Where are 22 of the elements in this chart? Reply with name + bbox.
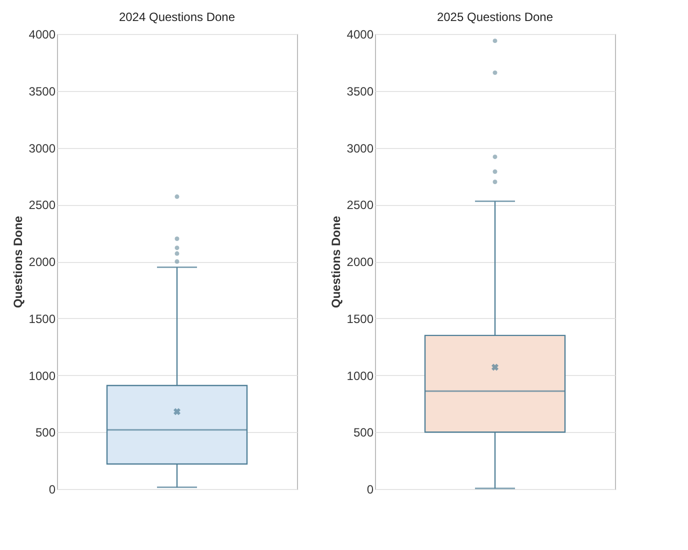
y-tick-label: 3500 xyxy=(346,84,374,98)
y-tick-label: 0 xyxy=(366,482,374,496)
chart-title: 2025 Questions Done xyxy=(436,10,554,24)
y-tick-label: 3500 xyxy=(28,84,56,98)
y-tick-label: 1500 xyxy=(28,312,56,326)
y-tick-label: 2500 xyxy=(346,198,374,212)
y-axis-title: Questions Done xyxy=(10,216,25,308)
y-tick-label: 0 xyxy=(48,482,56,496)
y-tick-label: 1000 xyxy=(28,368,56,383)
y-tick-label: 2000 xyxy=(28,255,56,269)
chart-title: 2024 Questions Done xyxy=(118,10,236,24)
y-tick-label: 3000 xyxy=(28,141,56,156)
y-tick-label: 500 xyxy=(353,426,374,440)
y-axis-title: Questions Done xyxy=(328,216,343,308)
y-tick-label: 2500 xyxy=(28,198,56,212)
y-tick-label: 2000 xyxy=(346,255,374,269)
y-tick-label: 1500 xyxy=(346,312,374,326)
y-tick-label: 1000 xyxy=(346,368,374,383)
y-tick-label: 4000 xyxy=(346,28,374,42)
y-tick-label: 500 xyxy=(35,426,56,440)
y-tick-label: 4000 xyxy=(28,28,56,42)
y-tick-label: 3000 xyxy=(346,141,374,156)
